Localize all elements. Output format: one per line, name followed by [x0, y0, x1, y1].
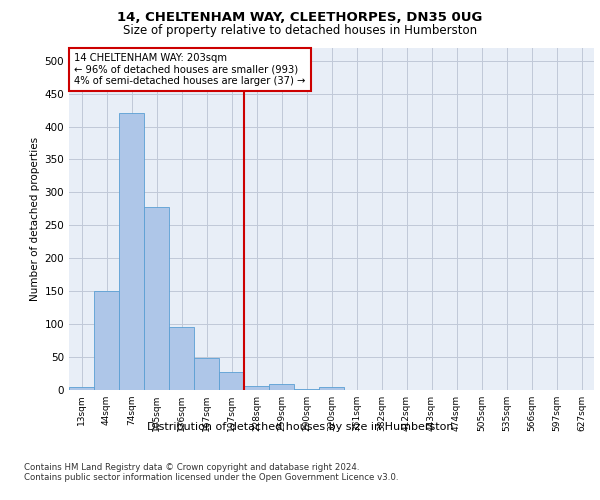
Bar [194, 358, 219, 390]
Bar [69, 386, 94, 390]
Bar [169, 327, 194, 390]
Bar [219, 372, 244, 390]
Text: 14 CHELTENHAM WAY: 203sqm
← 96% of detached houses are smaller (993)
4% of semi-: 14 CHELTENHAM WAY: 203sqm ← 96% of detac… [74, 52, 305, 86]
Text: Distribution of detached houses by size in Humberston: Distribution of detached houses by size … [147, 422, 453, 432]
Text: Size of property relative to detached houses in Humberston: Size of property relative to detached ho… [123, 24, 477, 37]
Y-axis label: Number of detached properties: Number of detached properties [30, 136, 40, 301]
Bar [119, 114, 144, 390]
Bar [269, 384, 294, 390]
Text: Contains HM Land Registry data © Crown copyright and database right 2024.
Contai: Contains HM Land Registry data © Crown c… [24, 462, 398, 482]
Bar [144, 207, 169, 390]
Bar [94, 291, 119, 390]
Text: 14, CHELTENHAM WAY, CLEETHORPES, DN35 0UG: 14, CHELTENHAM WAY, CLEETHORPES, DN35 0U… [118, 11, 482, 24]
Bar [244, 386, 269, 390]
Bar [319, 388, 344, 390]
